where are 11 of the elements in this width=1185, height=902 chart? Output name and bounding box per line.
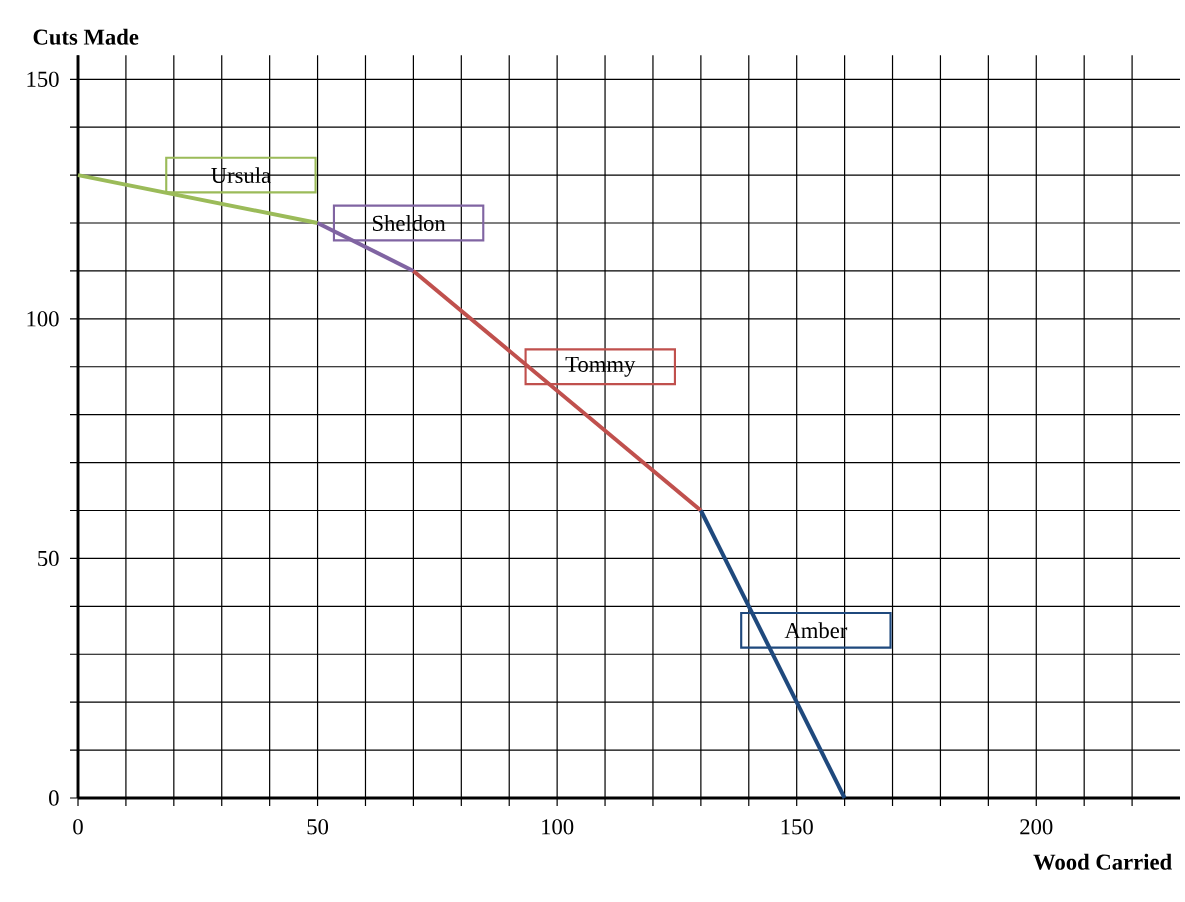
y-tick-label: 50 (38, 550, 59, 567)
x-tick-label: 50 (307, 819, 329, 835)
y-axis-title: Cuts Made (33, 28, 139, 45)
x-tick-label: 0 (73, 819, 83, 835)
x-tick-label: 150 (781, 819, 813, 835)
x-tick-label: 200 (1020, 819, 1053, 835)
y-tick-label: 150 (27, 71, 59, 87)
x-axis-title: Wood Carried (1033, 853, 1172, 870)
y-tick-label: 0 (49, 790, 59, 806)
x-tick-label: 100 (542, 819, 574, 835)
y-tick-label: 100 (27, 311, 59, 327)
